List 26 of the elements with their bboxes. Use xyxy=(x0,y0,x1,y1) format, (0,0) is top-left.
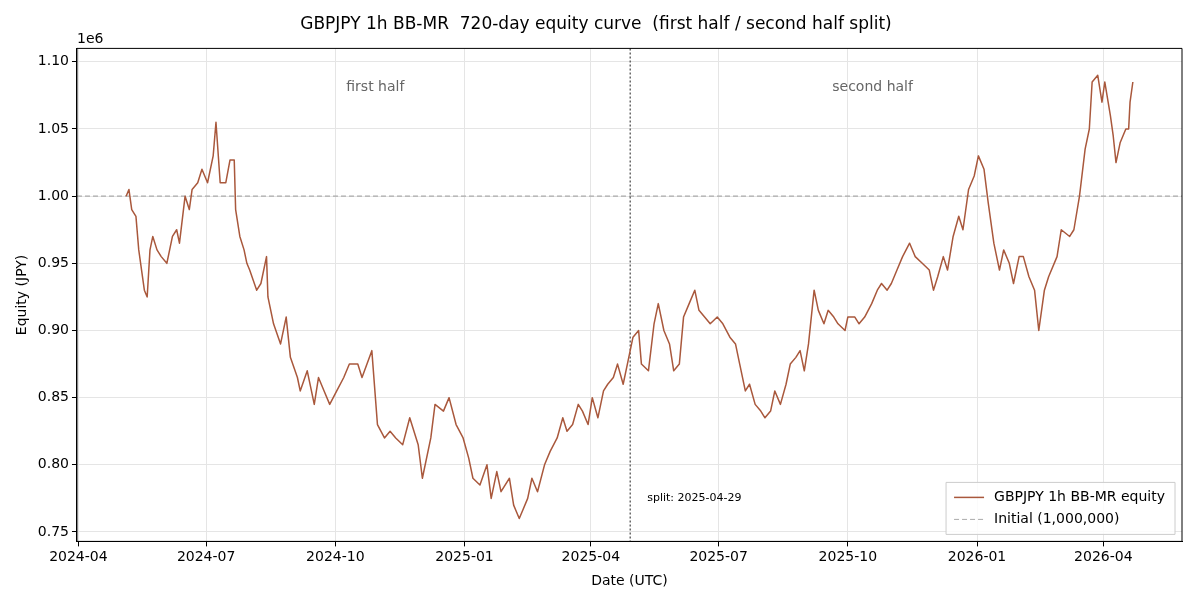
annotation: second half xyxy=(832,78,914,95)
y-tick-label: 0.95 xyxy=(37,253,69,270)
y-tick-label: 0.80 xyxy=(37,455,69,472)
y-tick-label: 1.00 xyxy=(37,186,69,203)
chart-title: GBPJPY 1h BB-MR 720-day equity curve (first half / second half split) xyxy=(300,12,892,33)
annotation: first half xyxy=(346,78,406,95)
x-tick-label: 2024-04 xyxy=(49,548,108,565)
y-tick-label: 1.05 xyxy=(37,119,69,136)
x-tick-label: 2024-07 xyxy=(176,548,236,565)
y-tick-label: 0.75 xyxy=(37,522,69,539)
text: 1e6 xyxy=(76,30,104,47)
legend-label: Initial (1,000,000) xyxy=(994,510,1120,527)
legend-label: GBPJPY 1h BB-MR equity xyxy=(994,488,1166,505)
x-tick-label: 2025-04 xyxy=(561,548,621,565)
x-tick-label: 2025-01 xyxy=(435,548,494,565)
y-tick-label: 1.10 xyxy=(37,52,69,69)
y-tick-label: 0.90 xyxy=(37,321,69,338)
x-axis-title: Date (UTC) xyxy=(591,572,668,589)
y-axis-title: Equity (JPY) xyxy=(13,254,30,336)
x-tick-label: 2024-10 xyxy=(306,548,365,565)
x-tick-label: 2025-10 xyxy=(818,548,878,565)
x-tick-label: 2026-04 xyxy=(1074,548,1133,565)
x-tick-label: 2026-01 xyxy=(947,548,1007,565)
y-tick-label: 0.85 xyxy=(37,388,69,405)
x-tick-label: 2025-07 xyxy=(689,548,748,565)
ref-line-label: split: 2025-04-29 xyxy=(647,491,742,505)
